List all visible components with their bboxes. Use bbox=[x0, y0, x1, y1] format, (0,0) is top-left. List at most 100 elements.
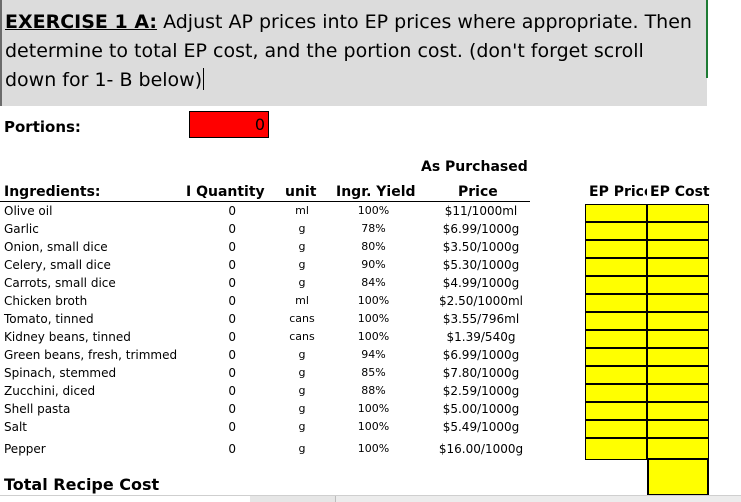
ep-price-cell[interactable] bbox=[585, 438, 647, 460]
unit-cell[interactable]: g bbox=[298, 240, 306, 253]
ingredient-name[interactable]: Zucchini, diced bbox=[4, 384, 96, 398]
ingredient-name[interactable]: Salt bbox=[4, 420, 28, 434]
unit-cell[interactable]: g bbox=[298, 402, 306, 415]
ingredient-name[interactable]: Kidney beans, tinned bbox=[4, 330, 131, 344]
yield-cell[interactable]: 100% bbox=[357, 420, 390, 433]
ep-price-cell[interactable] bbox=[585, 402, 647, 420]
yield-cell[interactable]: 100% bbox=[357, 294, 390, 307]
yield-cell[interactable]: 100% bbox=[357, 442, 390, 455]
ep-price-cell[interactable] bbox=[585, 348, 647, 366]
unit-cell[interactable]: ml bbox=[295, 204, 309, 217]
ingredient-name[interactable]: Chicken broth bbox=[4, 294, 88, 308]
ep-cost-cell[interactable] bbox=[647, 240, 709, 258]
yield-cell[interactable]: 94% bbox=[361, 348, 386, 361]
ep-price-cell[interactable] bbox=[585, 420, 647, 438]
quantity-cell[interactable]: 0 bbox=[228, 312, 236, 326]
quantity-cell[interactable]: 0 bbox=[228, 348, 236, 362]
ap-price-cell[interactable]: $5.49/1000g bbox=[442, 420, 520, 434]
sheet-tab-bar[interactable] bbox=[0, 495, 741, 502]
unit-cell[interactable]: g bbox=[298, 384, 306, 397]
quantity-cell[interactable]: 0 bbox=[228, 294, 236, 308]
ep-price-cell[interactable] bbox=[585, 366, 647, 384]
quantity-cell[interactable]: 0 bbox=[228, 330, 236, 344]
ep-price-cell[interactable] bbox=[585, 312, 647, 330]
ep-price-cell[interactable] bbox=[585, 330, 647, 348]
ep-cost-cell[interactable] bbox=[647, 258, 709, 276]
unit-cell[interactable]: cans bbox=[289, 312, 315, 325]
ep-cost-cell[interactable] bbox=[647, 420, 709, 438]
yield-cell[interactable]: 88% bbox=[361, 384, 386, 397]
sheet-tab[interactable] bbox=[250, 496, 336, 502]
ap-price-cell[interactable]: $11/1000ml bbox=[444, 204, 518, 218]
ep-cost-cell[interactable] bbox=[647, 276, 709, 294]
ep-cost-cell[interactable] bbox=[647, 330, 709, 348]
ep-price-cell[interactable] bbox=[585, 240, 647, 258]
ep-price-cell[interactable] bbox=[585, 204, 647, 222]
ep-cost-cell[interactable] bbox=[647, 204, 709, 222]
yield-cell[interactable]: 100% bbox=[357, 312, 390, 325]
unit-cell[interactable]: g bbox=[298, 258, 306, 271]
ep-price-cell[interactable] bbox=[585, 276, 647, 294]
quantity-cell[interactable]: 0 bbox=[228, 442, 236, 456]
ep-cost-cell[interactable] bbox=[647, 384, 709, 402]
ep-cost-cell[interactable] bbox=[647, 222, 709, 240]
ap-price-cell[interactable]: $5.00/1000g bbox=[442, 402, 520, 416]
quantity-cell[interactable]: 0 bbox=[228, 204, 236, 218]
yield-cell[interactable]: 90% bbox=[361, 258, 386, 271]
unit-cell[interactable]: g bbox=[298, 420, 306, 433]
ep-cost-cell[interactable] bbox=[647, 294, 709, 312]
yield-cell[interactable]: 100% bbox=[357, 330, 390, 343]
ingredient-name[interactable]: Spinach, stemmed bbox=[4, 366, 117, 380]
ap-price-cell[interactable]: $6.99/1000g bbox=[442, 222, 520, 236]
portions-input-cell[interactable]: 0 bbox=[189, 111, 269, 138]
yield-cell[interactable]: 100% bbox=[357, 204, 390, 217]
ingredient-name[interactable]: Celery, small dice bbox=[4, 258, 111, 272]
ap-price-cell[interactable]: $2.50/1000ml bbox=[439, 294, 523, 308]
ingredient-name[interactable]: Shell pasta bbox=[4, 402, 71, 416]
ap-price-cell[interactable]: $4.99/1000g bbox=[442, 276, 520, 290]
yield-cell[interactable]: 80% bbox=[361, 240, 386, 253]
total-recipe-cost-cell[interactable] bbox=[647, 458, 709, 496]
horizontal-scrollbar[interactable] bbox=[336, 496, 741, 502]
ep-cost-cell[interactable] bbox=[647, 312, 709, 330]
unit-cell[interactable]: ml bbox=[295, 294, 309, 307]
ingredient-name[interactable]: Carrots, small dice bbox=[4, 276, 116, 290]
ep-cost-cell[interactable] bbox=[647, 402, 709, 420]
ap-price-cell[interactable]: $1.39/540g bbox=[446, 330, 516, 344]
unit-cell[interactable]: g bbox=[298, 442, 306, 455]
ap-price-cell[interactable]: $16.00/1000g bbox=[438, 442, 524, 456]
quantity-cell[interactable]: 0 bbox=[228, 402, 236, 416]
quantity-cell[interactable]: 0 bbox=[228, 384, 236, 398]
ep-price-cell[interactable] bbox=[585, 258, 647, 276]
ap-price-cell[interactable]: $2.59/1000g bbox=[442, 384, 520, 398]
quantity-cell[interactable]: 0 bbox=[228, 366, 236, 380]
ap-price-cell[interactable]: $5.30/1000g bbox=[442, 258, 520, 272]
yield-cell[interactable]: 84% bbox=[361, 276, 386, 289]
unit-cell[interactable]: g bbox=[298, 366, 306, 379]
quantity-cell[interactable]: 0 bbox=[228, 420, 236, 434]
unit-cell[interactable]: g bbox=[298, 276, 306, 289]
yield-cell[interactable]: 100% bbox=[357, 402, 390, 415]
ap-price-cell[interactable]: $6.99/1000g bbox=[442, 348, 520, 362]
ep-cost-cell[interactable] bbox=[647, 348, 709, 366]
ep-price-cell[interactable] bbox=[585, 222, 647, 240]
ingredient-name[interactable]: Tomato, tinned bbox=[4, 312, 94, 326]
ingredient-name[interactable]: Green beans, fresh, trimmed bbox=[4, 348, 178, 362]
ap-price-cell[interactable]: $3.55/796ml bbox=[442, 312, 520, 326]
unit-cell[interactable]: g bbox=[298, 348, 306, 361]
ep-price-cell[interactable] bbox=[585, 384, 647, 402]
yield-cell[interactable]: 85% bbox=[361, 366, 386, 379]
ingredient-name[interactable]: Onion, small dice bbox=[4, 240, 108, 254]
quantity-cell[interactable]: 0 bbox=[228, 240, 236, 254]
ep-cost-cell[interactable] bbox=[647, 438, 709, 460]
yield-cell[interactable]: 78% bbox=[361, 222, 386, 235]
unit-cell[interactable]: g bbox=[298, 222, 306, 235]
ep-price-cell[interactable] bbox=[585, 294, 647, 312]
ap-price-cell[interactable]: $7.80/1000g bbox=[442, 366, 520, 380]
exercise-instructions[interactable]: EXERCISE 1 A: Adjust AP prices into EP p… bbox=[0, 0, 707, 106]
ingredient-name[interactable]: Olive oil bbox=[4, 204, 53, 218]
unit-cell[interactable]: cans bbox=[289, 330, 315, 343]
quantity-cell[interactable]: 0 bbox=[228, 276, 236, 290]
quantity-cell[interactable]: 0 bbox=[228, 258, 236, 272]
ap-price-cell[interactable]: $3.50/1000g bbox=[442, 240, 520, 254]
